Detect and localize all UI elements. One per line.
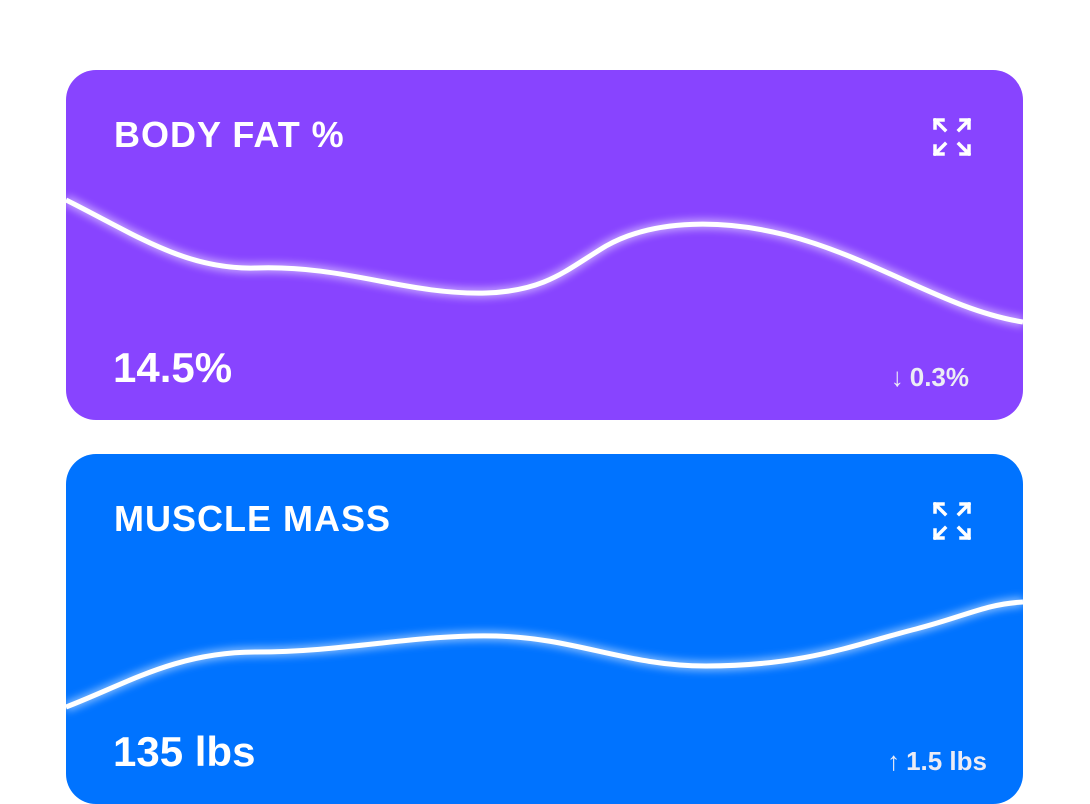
muscle-mass-card[interactable]: MUSCLE MASS 135 lbs ↑ 1.5 lbs — [66, 454, 1023, 804]
arrow-up-icon: ↑ — [887, 746, 901, 776]
card-title: BODY FAT % — [114, 114, 345, 155]
muscle-mass-trend-line — [66, 597, 1023, 712]
expand-icon[interactable] — [933, 502, 971, 540]
body-fat-delta: ↓ 0.3% — [890, 362, 969, 392]
arrow-down-icon: ↓ — [890, 362, 904, 392]
body-fat-value: 14.5% — [113, 344, 233, 391]
expand-icon[interactable] — [933, 118, 971, 156]
muscle-mass-delta: ↑ 1.5 lbs — [887, 746, 987, 776]
body-fat-card[interactable]: BODY FAT % 14.5% ↓ 0.3% — [66, 70, 1023, 420]
card-title: MUSCLE MASS — [114, 498, 392, 539]
body-fat-trend-line — [66, 195, 1023, 327]
muscle-mass-value: 135 lbs — [113, 728, 256, 775]
